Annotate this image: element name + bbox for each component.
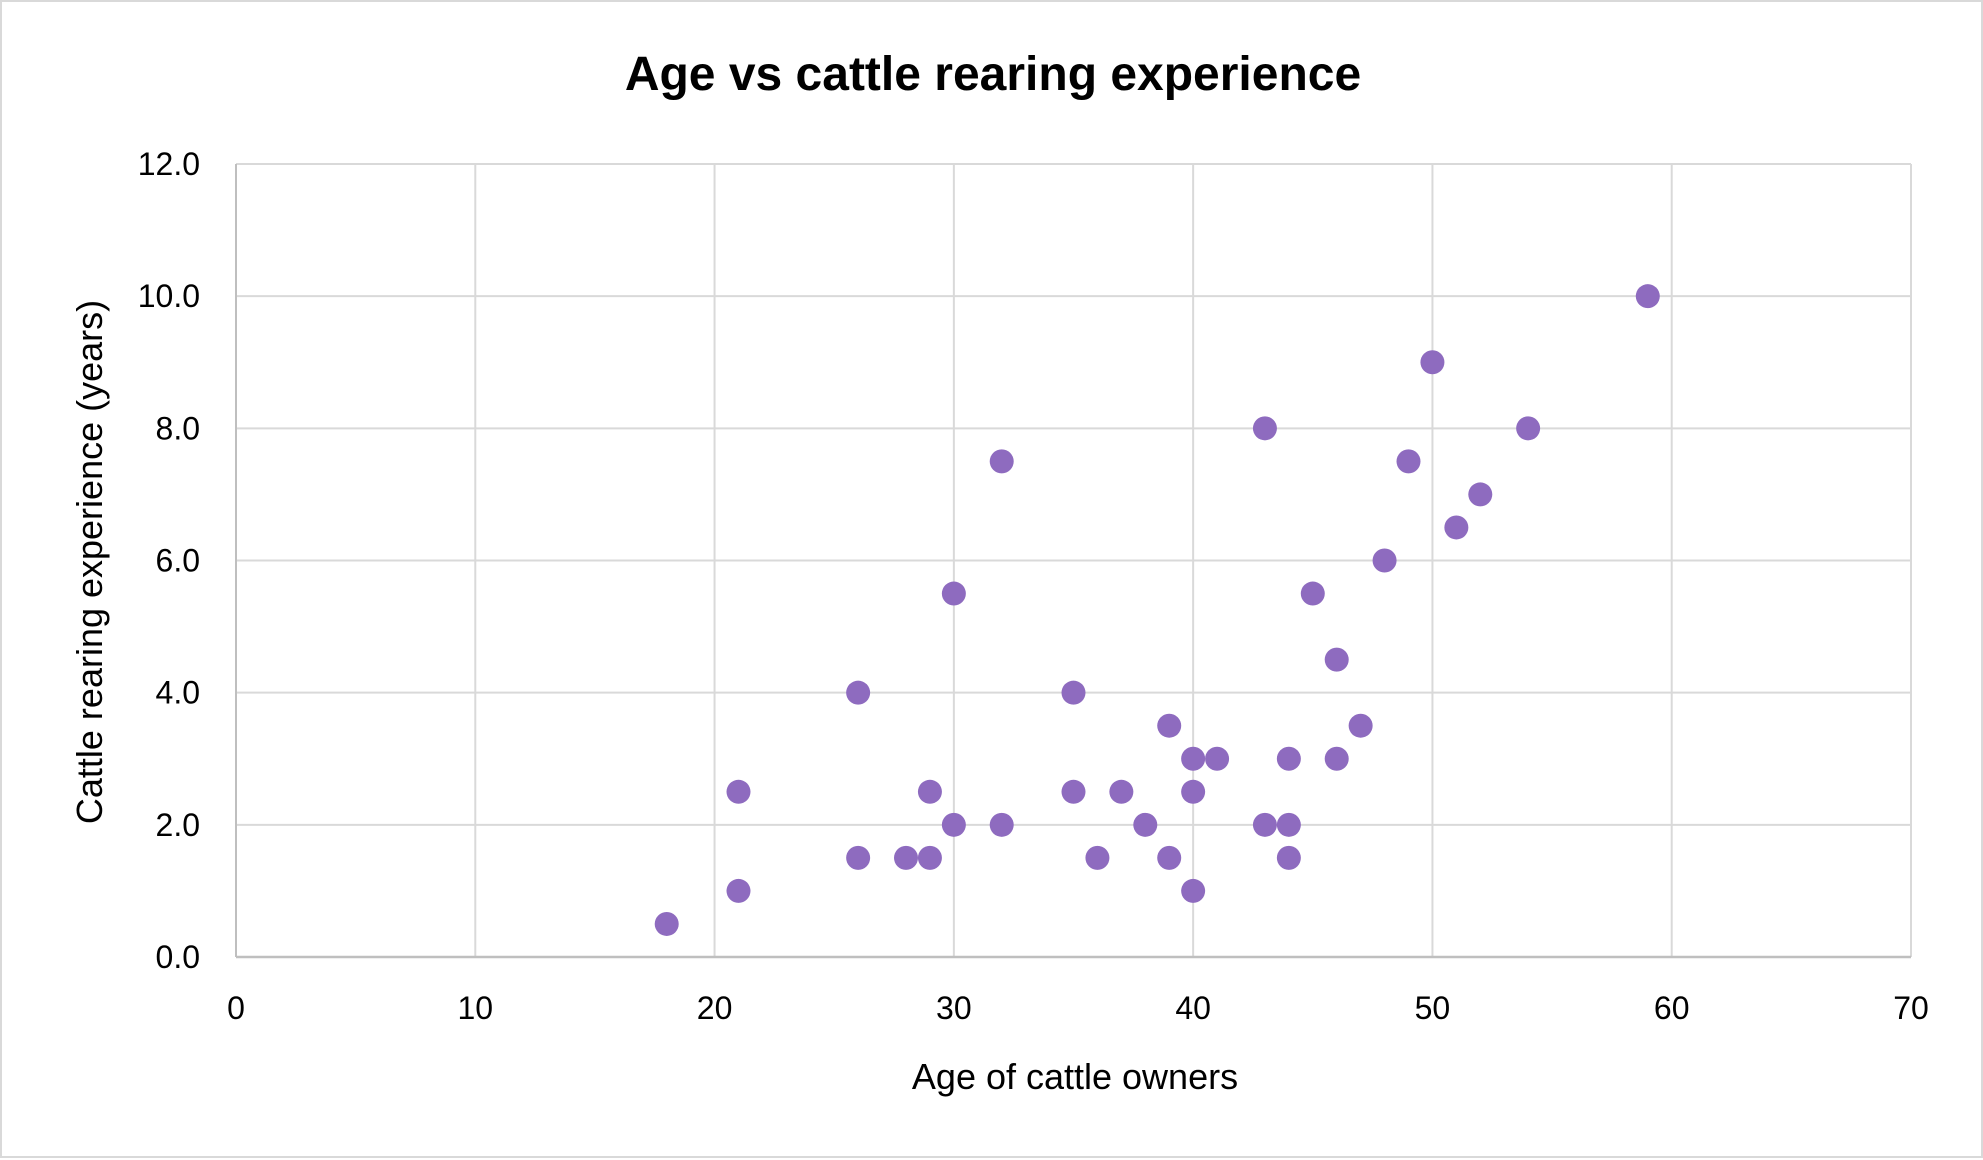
data-point: [1109, 779, 1134, 804]
data-point: [1205, 746, 1230, 771]
data-point: [917, 845, 942, 870]
data-point: [894, 845, 918, 870]
x-tick-label: 30: [936, 990, 972, 1026]
data-point: [1276, 845, 1301, 870]
data-point: [917, 779, 942, 804]
x-tick-label: 0: [227, 990, 245, 1026]
data-point: [1444, 515, 1469, 540]
y-tick-label: 6.0: [156, 543, 200, 579]
gridlines: [236, 163, 1912, 957]
data-point: [654, 911, 679, 936]
data-point: [941, 581, 966, 606]
data-point: [1157, 845, 1182, 870]
data-point: [1635, 284, 1660, 309]
data-point: [846, 680, 871, 705]
chart-title: Age vs cattle rearing experience: [625, 48, 1361, 101]
y-tick-labels: 0.0 2.0 4.0 6.0 8.0 10.0 12.0: [138, 146, 200, 975]
data-point: [1181, 746, 1206, 771]
data-point: [1061, 680, 1086, 705]
data-point: [1085, 845, 1110, 870]
y-tick-label: 2.0: [156, 807, 200, 843]
data-point: [1516, 416, 1541, 441]
axes: [235, 164, 1911, 959]
x-tick-label: 50: [1415, 990, 1451, 1026]
data-point: [1324, 647, 1349, 672]
data-point: [726, 878, 751, 903]
data-point: [1181, 779, 1206, 804]
data-point: [1276, 746, 1301, 771]
y-tick-label: 0.0: [156, 939, 200, 975]
x-tick-label: 10: [457, 990, 493, 1026]
data-point: [1348, 713, 1373, 738]
data-point: [1061, 779, 1086, 804]
x-tick-label: 20: [697, 990, 733, 1026]
data-point: [1276, 812, 1301, 837]
data-point: [1468, 482, 1493, 507]
data-point: [989, 449, 1014, 474]
y-tick-label: 8.0: [156, 410, 200, 446]
y-tick-label: 10.0: [138, 278, 200, 314]
data-point: [1157, 713, 1182, 738]
x-tick-label: 40: [1175, 990, 1211, 1026]
data-points: [654, 284, 1660, 936]
y-tick-label: 4.0: [156, 675, 200, 711]
x-tick-label: 70: [1893, 990, 1929, 1026]
data-point: [1372, 548, 1397, 573]
y-tick-label: 12.0: [138, 146, 200, 182]
x-axis-title: Age of cattle owners: [912, 1056, 1238, 1097]
data-point: [1252, 812, 1277, 837]
data-point: [1181, 878, 1206, 903]
x-tick-label: 60: [1654, 990, 1690, 1026]
data-point: [989, 812, 1014, 837]
data-point: [941, 812, 966, 837]
y-axis-title: Cattle rearing experience (years): [69, 300, 110, 824]
data-point: [1133, 812, 1158, 837]
data-point: [1300, 581, 1325, 606]
data-point: [846, 845, 871, 870]
data-point: [1420, 350, 1445, 375]
data-point: [726, 779, 751, 804]
x-tick-labels: 0 10 20 30 40 50 60 70: [227, 990, 1929, 1026]
data-point: [1396, 449, 1421, 474]
data-point: [1252, 416, 1277, 441]
data-point: [1324, 746, 1349, 771]
